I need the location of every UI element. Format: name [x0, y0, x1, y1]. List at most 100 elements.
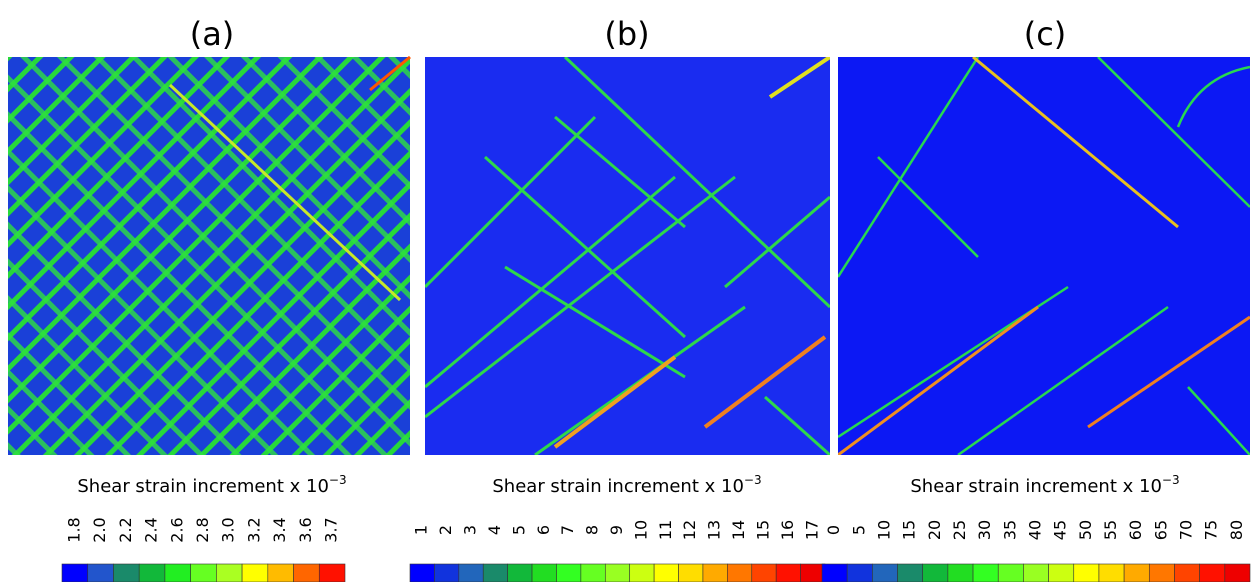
- colorbar-tick-label: 70: [1177, 520, 1196, 540]
- colorbar-swatch: [1199, 563, 1226, 582]
- caption-text: Shear strain increment x 10: [77, 476, 329, 497]
- caption-exponent: −3: [329, 473, 347, 487]
- colorbar-swatch: [293, 563, 320, 582]
- colorbar-swatch: [216, 563, 243, 582]
- colorbar-tick-label: 3.7: [322, 517, 341, 542]
- colorbar-tick-label: 5: [509, 525, 528, 535]
- colorbar-tick-label: 35: [1000, 520, 1019, 540]
- colorbar-tick-label: 30: [975, 520, 994, 540]
- colorbar-tick-label: 15: [900, 520, 919, 540]
- colorbar-caption: Shear strain increment x 10−3: [77, 473, 346, 497]
- colorbar-swatch: [409, 563, 435, 582]
- caption-exponent: −3: [1162, 473, 1180, 487]
- caption-exponent: −3: [744, 473, 762, 487]
- colorbar-tick-label: 10: [874, 520, 893, 540]
- colorbar-swatch: [821, 563, 848, 582]
- colorbar-tick-label: 15: [753, 520, 772, 540]
- colorbar-swatch: [846, 563, 873, 582]
- colorbar-tick-label: 6: [534, 525, 553, 535]
- colorbar-swatch: [897, 563, 924, 582]
- colorbar-tick-label: 2: [436, 525, 455, 535]
- colorbar-tick-label: 9: [607, 525, 626, 535]
- colorbar-tick-label: 75: [1202, 520, 1221, 540]
- colorbar-swatch: [1174, 563, 1200, 582]
- colorbar-tick-label: 40: [1026, 520, 1045, 540]
- colorbar-tick-label: 1.8: [64, 517, 83, 542]
- colorbar-tick-label: 13: [705, 520, 724, 540]
- colorbar-tick-label: 2.0: [90, 517, 109, 542]
- colorbar-swatch: [702, 563, 728, 582]
- colorbar-tick-label: 0: [824, 525, 843, 535]
- colorbar-swatch: [113, 563, 140, 582]
- colorbar-swatch: [138, 563, 166, 582]
- colorbar-tick-label: 2.8: [193, 517, 212, 542]
- colorbar-swatch: [775, 563, 801, 582]
- colorbar-tick-label: 25: [950, 520, 969, 540]
- colorbar-swatch: [922, 563, 949, 582]
- colorbar-swatch: [507, 563, 533, 582]
- panel-label: (c): [1024, 15, 1067, 53]
- colorbar-tick-label: 11: [656, 520, 675, 540]
- colorbar-swatch: [1098, 563, 1125, 582]
- colorbar-tick-label: 2.4: [142, 517, 161, 542]
- colorbar-swatch: [727, 563, 753, 582]
- colorbar-tick-label: 17: [802, 520, 821, 540]
- colorbar-tick-label: 16: [778, 520, 797, 540]
- colorbar-tick-label: 2.2: [116, 517, 135, 542]
- panel-c-image: [838, 57, 1250, 455]
- panel-a-image: [8, 55, 411, 455]
- colorbar-tick-label: 45: [1051, 520, 1070, 540]
- colorbar-tick-label: 80: [1227, 520, 1246, 540]
- colorbar-swatch: [190, 563, 217, 582]
- colorbar-swatch: [653, 563, 679, 582]
- colorbar-swatch: [1148, 563, 1175, 582]
- colorbar-swatch: [318, 563, 346, 582]
- colorbar-swatch: [800, 563, 826, 582]
- colorbar-tick-label: 3.2: [244, 517, 263, 542]
- colorbar-tick-label: 3.6: [296, 517, 315, 542]
- colorbar-tick-label: 1: [412, 525, 431, 535]
- colorbar-caption: Shear strain increment x 10−3: [492, 473, 761, 497]
- colorbar-swatch: [267, 563, 294, 582]
- colorbar-swatch: [1073, 563, 1100, 582]
- colorbar-tick-label: 55: [1101, 520, 1120, 540]
- colorbar-tick-label: 3.0: [219, 517, 238, 542]
- colorbar-tick-label: 3.4: [270, 517, 289, 542]
- colorbar-swatch: [458, 563, 484, 582]
- colorbar-swatch: [87, 563, 114, 582]
- colorbar-swatch: [872, 563, 898, 582]
- colorbar-swatch: [997, 563, 1024, 582]
- colorbar-swatch: [164, 563, 191, 582]
- colorbar-swatch: [947, 563, 974, 582]
- colorbar-tick-label: 65: [1151, 520, 1170, 540]
- colorbar-swatch: [241, 563, 269, 582]
- panel-b-image: [425, 57, 830, 455]
- caption-text: Shear strain increment x 10: [492, 476, 744, 497]
- colorbar-tick-label: 4: [485, 525, 504, 535]
- colorbar-tick-label: 7: [558, 525, 577, 535]
- colorbar-tick-label: 50: [1076, 520, 1095, 540]
- caption-text: Shear strain increment x 10: [910, 476, 1162, 497]
- colorbar-tick-label: 10: [631, 520, 650, 540]
- colorbar-tick-label: 5: [849, 525, 868, 535]
- colorbar-swatch: [61, 563, 89, 582]
- colorbar-tick-label: 60: [1126, 520, 1145, 540]
- colorbar-swatch: [1123, 563, 1150, 582]
- panel-label: (a): [190, 15, 235, 53]
- colorbar-swatch: [1023, 563, 1049, 582]
- panels: (a)Shear strain increment x 10−31.8 2.0 2.…: [61, 15, 1251, 582]
- colorbar-swatch: [434, 563, 460, 582]
- colorbar-swatch: [751, 563, 777, 582]
- colorbar-swatch: [556, 563, 582, 582]
- colorbar-tick-label: 20: [925, 520, 944, 540]
- colorbar-tick-label: 8: [583, 525, 602, 535]
- colorbar-swatch: [1224, 563, 1251, 582]
- colorbar-caption: Shear strain increment x 10−3: [910, 473, 1179, 497]
- colorbar-tick-label: 2.6: [167, 517, 186, 542]
- colorbar-swatch: [604, 563, 631, 582]
- panel-label: (b): [604, 15, 649, 53]
- colorbar-swatch: [629, 563, 655, 582]
- colorbar-swatch: [1048, 563, 1075, 582]
- colorbar-tick-label: 3: [461, 525, 480, 535]
